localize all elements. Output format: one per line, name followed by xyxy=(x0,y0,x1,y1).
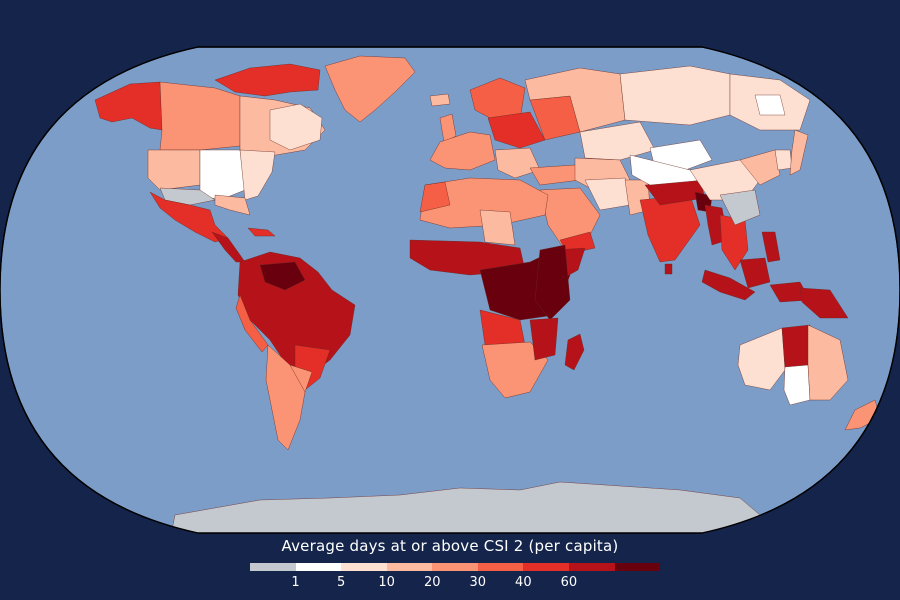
region-australia-east xyxy=(807,324,849,401)
region-caribbean xyxy=(247,227,276,237)
region-alaska xyxy=(94,81,163,131)
region-greenland xyxy=(324,55,416,123)
region-iceland xyxy=(429,93,451,107)
region-australia-north xyxy=(781,324,811,368)
legend-tick-label: 40 xyxy=(515,575,532,590)
region-morocco xyxy=(419,181,451,213)
region-canada-west xyxy=(159,81,241,151)
legend-swatch xyxy=(250,563,296,571)
region-east-africa xyxy=(534,244,571,321)
legend-swatch xyxy=(386,563,433,571)
region-antarctica xyxy=(169,481,761,533)
region-mozambique xyxy=(529,317,559,361)
region-usa-southwest xyxy=(159,187,216,206)
region-philippines xyxy=(761,231,781,263)
region-borneo xyxy=(739,257,771,289)
region-usa-west xyxy=(147,149,201,191)
region-indonesia-west xyxy=(701,269,756,301)
legend-tick-label: 20 xyxy=(423,575,441,590)
region-canada-quebec xyxy=(269,103,323,151)
region-china-central xyxy=(689,159,761,201)
region-usa-central xyxy=(199,149,246,201)
region-japan xyxy=(789,129,809,176)
region-west-africa-mid xyxy=(479,209,516,246)
globe-outline xyxy=(0,46,900,534)
region-usa-east xyxy=(239,149,276,201)
legend-swatch xyxy=(432,563,478,571)
legend-colorbar xyxy=(250,563,661,571)
region-north-africa xyxy=(419,177,549,229)
legend-tick-label: 10 xyxy=(378,575,395,590)
region-amazon xyxy=(259,261,306,291)
region-sri-lanka xyxy=(664,263,673,275)
legend-tick-label: 30 xyxy=(469,575,487,590)
legend-swatch xyxy=(341,563,387,571)
region-china-east xyxy=(739,149,781,186)
legend-title: Average days at or above CSI 2 (per capi… xyxy=(281,537,619,555)
region-china-south xyxy=(719,189,761,226)
region-kazakhstan xyxy=(579,121,656,161)
region-madagascar xyxy=(564,333,585,371)
region-western-europe xyxy=(429,131,496,171)
region-canada-arctic xyxy=(214,63,321,97)
region-usa-southeast xyxy=(214,194,251,216)
legend-swatch xyxy=(523,563,569,571)
region-peru xyxy=(235,294,269,353)
legend-swatch xyxy=(295,563,342,571)
region-central-europe xyxy=(487,111,546,149)
region-russia-central xyxy=(619,65,731,126)
region-siberia-white xyxy=(754,94,786,116)
region-southern-africa xyxy=(481,341,549,399)
region-new-guinea xyxy=(799,287,849,319)
region-korea xyxy=(774,149,793,171)
legend-tick-label: 5 xyxy=(336,575,346,590)
legend-swatch xyxy=(568,563,615,571)
region-balkans xyxy=(494,147,541,179)
legend-tick-label: 60 xyxy=(560,575,578,590)
region-uk xyxy=(439,113,457,143)
legend-tick-label: 1 xyxy=(291,575,300,590)
region-australia-central xyxy=(783,364,811,406)
region-russia-west xyxy=(524,67,626,133)
legend-swatch xyxy=(614,563,661,571)
region-china-west xyxy=(629,154,706,186)
legend-swatch xyxy=(477,563,524,571)
region-chile-argentina xyxy=(265,344,306,451)
